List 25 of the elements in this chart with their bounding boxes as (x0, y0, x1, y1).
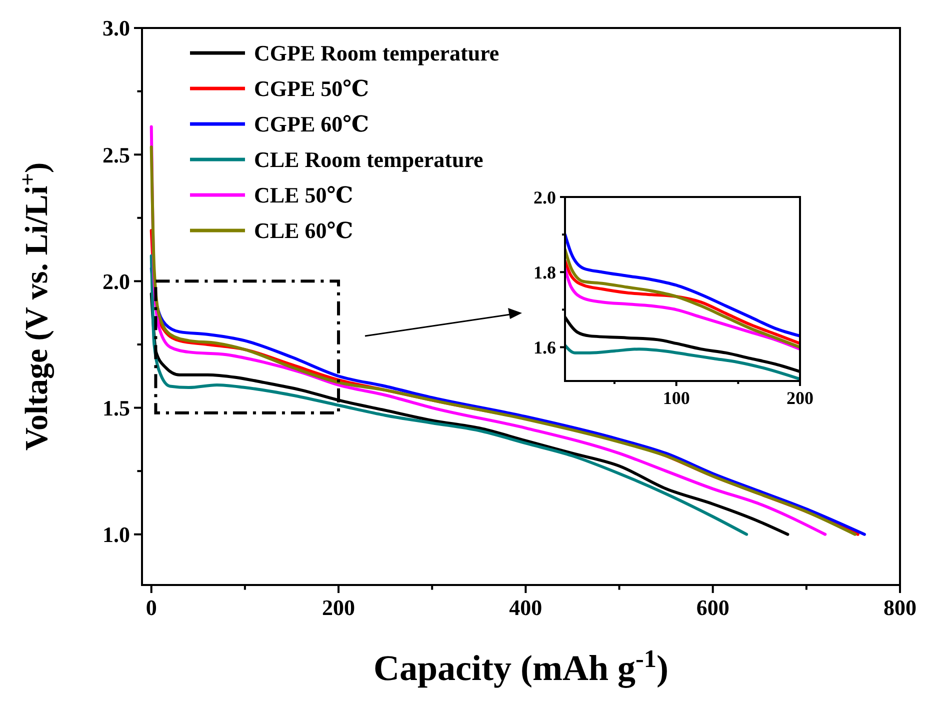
y-tick-label: 2.0 (102, 268, 130, 294)
x-tick-label: 100 (662, 388, 690, 408)
legend-label: CGPE 50℃ (254, 76, 369, 102)
y-tick-label: 1.8 (534, 262, 556, 282)
legend-label: CGPE Room temperature (254, 40, 500, 66)
line-series (150, 254, 748, 536)
legend-label: CGPE 60℃ (254, 112, 369, 137)
y-tick-label: 2.5 (102, 142, 130, 168)
legend-label: CLE Room temperature (254, 147, 484, 172)
x-axis-title: Capacity (mAh g$^{-1}$) (374, 646, 668, 688)
line-series (565, 344, 800, 381)
legend-label: CLE 50℃ (254, 182, 354, 208)
legend-label: CLE 60℃ (254, 218, 354, 244)
x-tick-label: 200 (786, 388, 814, 408)
y-tick-label: 3.0 (102, 16, 130, 41)
x-tick-label: 600 (696, 595, 730, 620)
x-tick-label: 0 (146, 595, 157, 620)
line-series (565, 233, 800, 338)
x-tick-label: 800 (884, 595, 916, 620)
y-tick-label: 1.6 (534, 338, 556, 358)
y-tick-label: 1.5 (102, 395, 130, 420)
x-tick-label: 400 (509, 595, 542, 620)
y-tick-label: 2.0 (534, 187, 556, 208)
x-tick-label: 200 (322, 595, 356, 620)
y-tick-label: 1.0 (102, 522, 130, 548)
